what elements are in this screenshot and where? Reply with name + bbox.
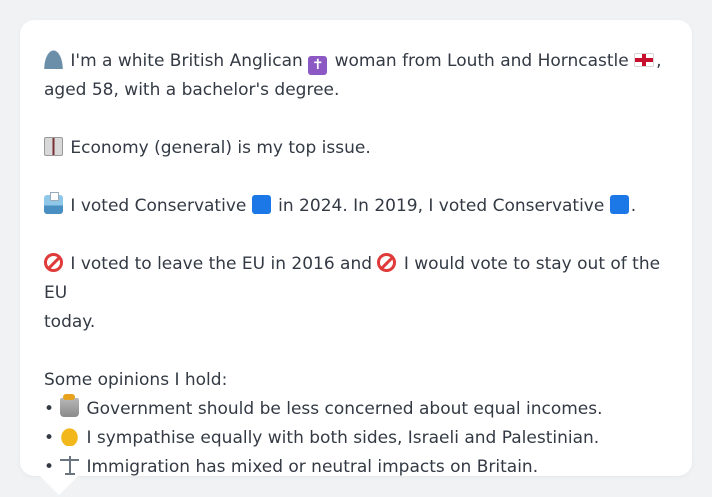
- ballot-box-icon: [44, 192, 63, 214]
- votes-paragraph: I voted Conservative in 2024. In 2019, I…: [44, 192, 670, 221]
- votes-text-a: I voted Conservative: [70, 196, 247, 216]
- brexit-paragraph: I voted to leave the EU in 2016 and I wo…: [44, 250, 670, 337]
- opinion-item: • Government should be less concerned ab…: [44, 394, 670, 424]
- profile-text-b: woman from Louth and Horncastle: [334, 51, 629, 71]
- handshake-icon: [60, 427, 80, 446]
- opinion-text: I sympathise equally with both sides, Is…: [86, 428, 600, 448]
- bullet: •: [44, 457, 55, 477]
- opinion-text: Government should be less concerned abou…: [86, 399, 603, 419]
- speech-bubble-tail: [40, 476, 78, 495]
- opinions-heading: Some opinions I hold:: [44, 370, 228, 390]
- votes-text-b: in 2024. In 2019, I voted Conservative: [278, 196, 605, 216]
- opinion-item: • I sympathise equally with both sides, …: [44, 424, 670, 453]
- opinion-text: Immigration has mixed or neutral impacts…: [86, 457, 539, 477]
- person-icon: [44, 50, 63, 69]
- brexit-text-a: I voted to leave the EU in 2016 and: [70, 254, 373, 274]
- money-bin-icon: [60, 394, 80, 417]
- bullet: •: [44, 399, 55, 419]
- profile-paragraph: I'm a white British Anglican ✝ woman fro…: [44, 47, 670, 105]
- brexit-text-c: today.: [44, 312, 96, 332]
- england-flag-icon: [634, 53, 655, 67]
- profile-text-line2: aged 58, with a bachelor's degree.: [44, 80, 340, 100]
- latin-cross-icon: ✝: [308, 56, 328, 75]
- bullet: •: [44, 428, 55, 448]
- no-entry-icon: [44, 253, 63, 272]
- blue-square-icon: [251, 195, 271, 214]
- issue-paragraph: Economy (general) is my top issue.: [44, 134, 670, 163]
- votes-text-c: .: [630, 196, 637, 216]
- profile-text-a: I'm a white British Anglican: [70, 51, 303, 71]
- blue-square-icon: [609, 195, 629, 214]
- opinion-item: • Immigration has mixed or neutral impac…: [44, 453, 670, 482]
- no-entry-icon: [377, 253, 397, 272]
- ledger-book-icon: [44, 137, 63, 156]
- profile-text-c: ,: [656, 51, 662, 71]
- scales-icon: [60, 456, 80, 475]
- brexit-text-b: I would vote to stay out of the EU: [44, 254, 661, 303]
- issue-text: Economy (general) is my top issue.: [70, 138, 371, 158]
- persona-card: I'm a white British Anglican ✝ woman fro…: [20, 20, 692, 477]
